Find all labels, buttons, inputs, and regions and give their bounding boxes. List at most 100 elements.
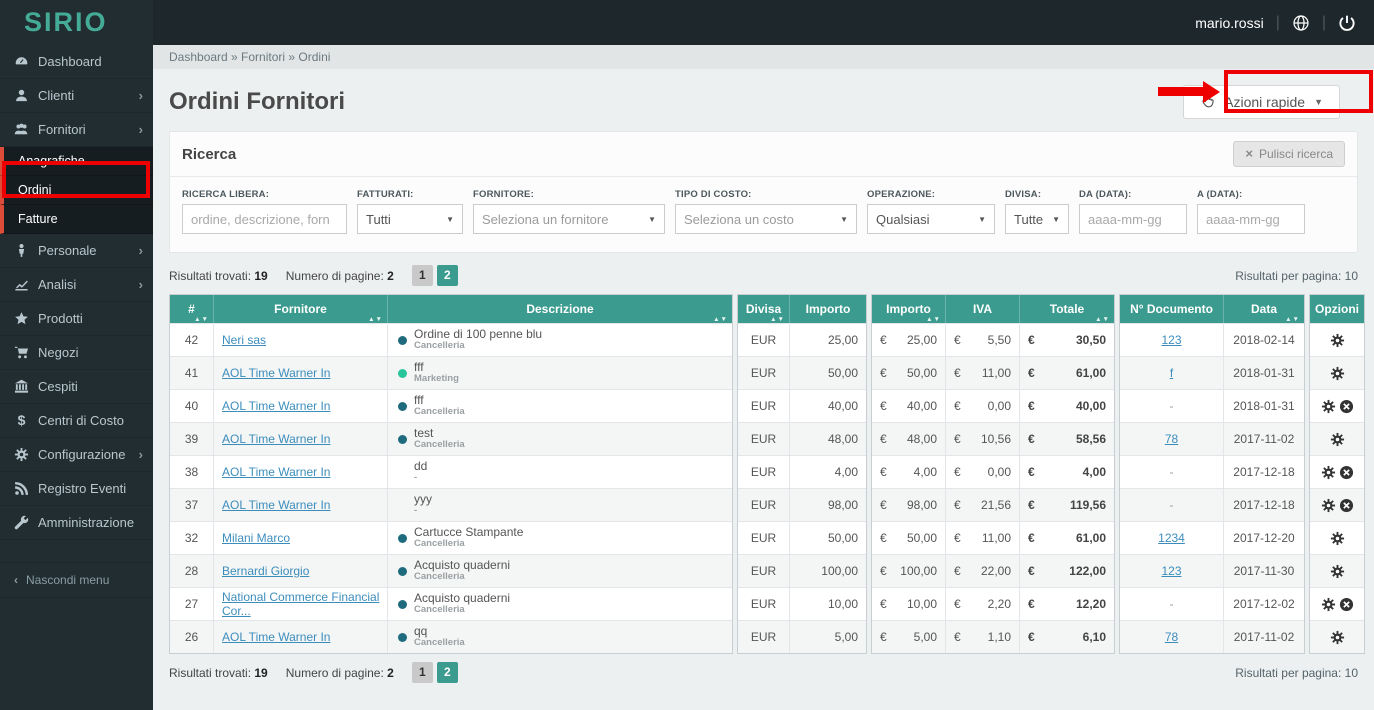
sort-arrows-icon[interactable]: ▲▼: [1095, 316, 1110, 323]
supplier-link[interactable]: Bernardi Giorgio: [222, 564, 310, 578]
document-link[interactable]: 78: [1164, 432, 1179, 446]
column-header-divisa[interactable]: Divisa ▲▼: [738, 295, 790, 323]
logout-power-icon[interactable]: [1338, 14, 1356, 32]
page-button-1[interactable]: 1: [411, 662, 433, 683]
row-id: 40: [170, 389, 214, 422]
select-tipo-di-costo-[interactable]: Seleziona un costo ▼: [675, 204, 857, 234]
date-input[interactable]: [1079, 204, 1187, 234]
select-operazione-[interactable]: Qualsiasi ▼: [867, 204, 995, 234]
supplier-link[interactable]: AOL Time Warner In: [222, 366, 331, 380]
order-date: 2017-11-02: [1224, 422, 1304, 455]
sort-arrows-icon[interactable]: ▲▼: [926, 316, 941, 323]
vat-eur: €0,00: [946, 389, 1020, 422]
table-row: EUR 98,00: [738, 488, 866, 521]
settings-gear-icon[interactable]: [1321, 498, 1336, 513]
supplier-link[interactable]: National Commerce Financial Cor...: [222, 590, 380, 618]
sidebar-item-cespiti[interactable]: Cespiti: [0, 370, 153, 404]
sidebar-item-personale[interactable]: Personale ›: [0, 234, 153, 268]
document-link[interactable]: 1234: [1158, 531, 1185, 545]
free-search-input[interactable]: [182, 204, 347, 234]
sidebar-item-amministrazione[interactable]: Amministrazione: [0, 506, 153, 540]
currency-symbol: €: [954, 498, 961, 512]
currency-code: EUR: [738, 488, 790, 521]
select-fatturati-[interactable]: Tutti ▼: [357, 204, 463, 234]
sidebar-item-dashboard[interactable]: Dashboard: [0, 45, 153, 79]
settings-gear-icon[interactable]: [1330, 432, 1345, 447]
language-globe-icon[interactable]: [1292, 14, 1310, 32]
sidebar-item-registro-eventi[interactable]: Registro Eventi: [0, 472, 153, 506]
sidebar-subitem-ordini[interactable]: Ordini: [0, 176, 153, 205]
column-header-descrizione[interactable]: Descrizione ▲▼: [526, 302, 728, 323]
settings-gear-icon[interactable]: [1330, 366, 1345, 381]
supplier-link[interactable]: AOL Time Warner In: [222, 630, 331, 644]
column-header-data[interactable]: Data ▲▼: [1250, 302, 1300, 323]
sort-arrows-icon[interactable]: ▲▼: [713, 316, 728, 323]
delete-x-icon[interactable]: [1339, 597, 1354, 612]
sidebar-item-clienti[interactable]: Clienti ›: [0, 79, 153, 113]
sidebar-item-negozi[interactable]: Negozi: [0, 336, 153, 370]
date-input[interactable]: [1197, 204, 1305, 234]
select-divisa-[interactable]: Tutte ▼: [1005, 204, 1069, 234]
options-cell: [1310, 620, 1364, 653]
column-header-fornitore[interactable]: Fornitore ▲▼: [214, 295, 388, 323]
select-fornitore-[interactable]: Seleziona un fornitore ▼: [473, 204, 665, 234]
supplier-link[interactable]: Milani Marco: [222, 531, 291, 545]
sidebar-item-fornitori[interactable]: Fornitori ›: [0, 113, 153, 147]
delete-x-icon[interactable]: [1339, 399, 1354, 414]
currency-code: EUR: [738, 521, 790, 554]
document-link[interactable]: 123: [1161, 564, 1182, 578]
settings-gear-icon[interactable]: [1330, 333, 1345, 348]
total-eur: €40,00: [1020, 389, 1114, 422]
settings-gear-icon[interactable]: [1321, 399, 1336, 414]
sidebar-item-prodotti[interactable]: Prodotti: [0, 302, 153, 336]
document-number: -: [1169, 465, 1174, 479]
settings-gear-icon[interactable]: [1330, 630, 1345, 645]
supplier-link[interactable]: AOL Time Warner In: [222, 465, 331, 479]
document-link[interactable]: 123: [1161, 333, 1182, 347]
page-button-2[interactable]: 2: [436, 662, 458, 683]
sort-arrows-icon[interactable]: ▲▼: [368, 316, 383, 323]
document-link[interactable]: 78: [1164, 630, 1179, 644]
delete-x-icon[interactable]: [1339, 498, 1354, 513]
settings-gear-icon[interactable]: [1330, 564, 1345, 579]
order-description: fff: [414, 392, 424, 407]
sidebar-item-analisi[interactable]: Analisi ›: [0, 268, 153, 302]
sort-arrows-icon[interactable]: ▲▼: [194, 316, 209, 323]
delete-x-icon[interactable]: [1339, 465, 1354, 480]
document-link[interactable]: f: [1169, 366, 1174, 380]
column-header-importo[interactable]: Importo ▲▼: [872, 295, 946, 323]
sidebar-subitem-anagrafiche[interactable]: Anagrafiche: [0, 147, 153, 176]
column-header-totale[interactable]: Totale ▲▼: [1049, 302, 1110, 323]
sidebar-subitem-fatture[interactable]: Fatture: [0, 205, 153, 234]
app-logo[interactable]: SIRIO: [0, 0, 153, 45]
category-color-dot: [398, 434, 407, 444]
supplier-link[interactable]: AOL Time Warner In: [222, 432, 331, 446]
amount-eur: €50,00: [872, 356, 946, 389]
page-button-1[interactable]: 1: [411, 265, 433, 286]
settings-gear-icon[interactable]: [1321, 465, 1336, 480]
sort-arrows-icon[interactable]: ▲▼: [1285, 316, 1300, 323]
quick-actions-button[interactable]: Azioni rapide ▼: [1183, 85, 1340, 119]
main-content: Dashboard » Fornitori » Ordini Ordini Fo…: [153, 45, 1374, 710]
category-color-dot: [398, 566, 407, 576]
clear-search-button[interactable]: × Pulisci ricerca: [1233, 141, 1345, 167]
username[interactable]: mario.rossi: [1195, 14, 1264, 31]
supplier-link[interactable]: AOL Time Warner In: [222, 498, 331, 512]
supplier-link[interactable]: AOL Time Warner In: [222, 399, 331, 413]
description-cell: Acquisto quaderni Cancelleria: [388, 587, 732, 620]
settings-gear-icon[interactable]: [1321, 597, 1336, 612]
supplier-link[interactable]: Neri sas: [222, 333, 267, 347]
currency-symbol: €: [880, 498, 887, 512]
column-header--[interactable]: # ▲▼: [170, 295, 214, 323]
collapse-menu-button[interactable]: ‹ Nascondi menu: [0, 562, 153, 598]
table-row: 42 Neri sas Ordine di 100 penne blu Cancell…: [170, 323, 732, 356]
sort-arrows-icon[interactable]: ▲▼: [770, 316, 785, 323]
sidebar-item-configurazione[interactable]: Configurazione ›: [0, 438, 153, 472]
sidebar-item-centri-di-costo[interactable]: $ Centri di Costo: [0, 404, 153, 438]
amount: 50,00: [790, 356, 866, 389]
row-id: 32: [170, 521, 214, 554]
page-button-2[interactable]: 2: [436, 265, 458, 286]
supplier-link: AOL Time Warner In: [214, 389, 388, 422]
field-label: RICERCA LIBERA:: [182, 189, 270, 200]
settings-gear-icon[interactable]: [1330, 531, 1345, 546]
